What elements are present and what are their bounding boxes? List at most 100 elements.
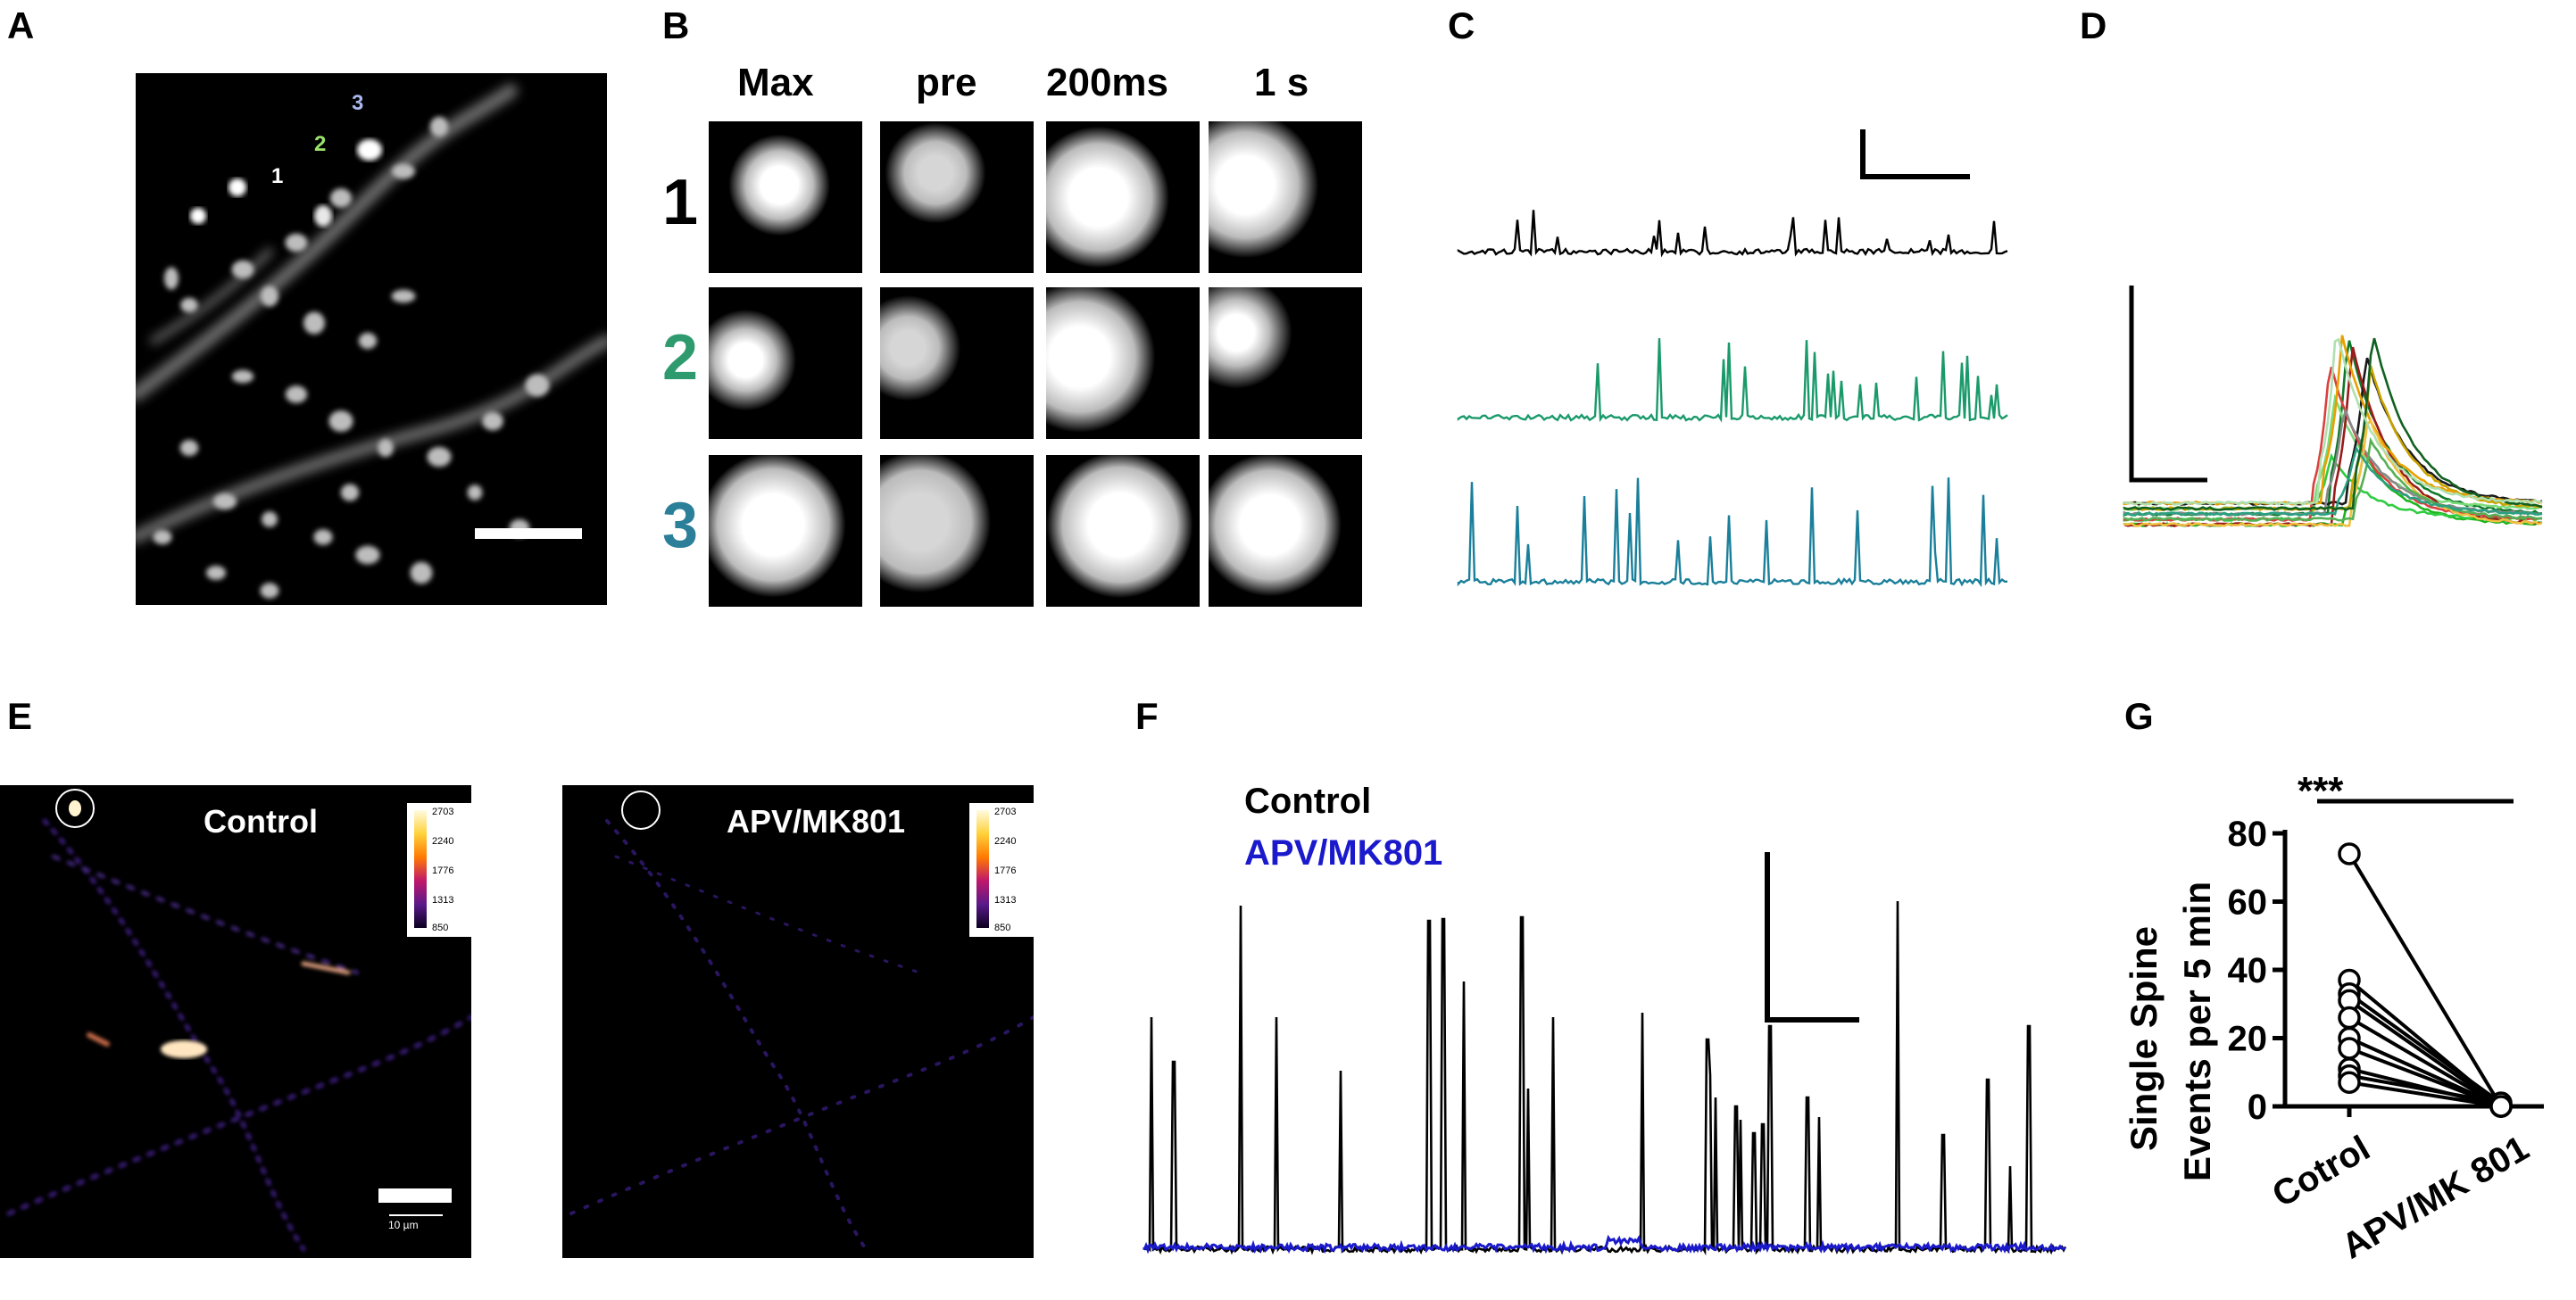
spine-head: [231, 260, 254, 279]
spine-tile: [1046, 121, 1200, 273]
spine-traces: [1457, 129, 2008, 588]
event-trace: [2123, 445, 2543, 518]
spine-head: [378, 438, 394, 458]
spine-tile: [1046, 287, 1200, 439]
pair-line: [2348, 1073, 2502, 1105]
y-tick-label: 0: [2248, 1088, 2267, 1127]
control-heatmap-drawing: [6, 789, 471, 1252]
event-trace: [2123, 393, 2543, 511]
scale-bar: [378, 1188, 452, 1203]
event-trace: [2123, 337, 2543, 506]
spine-tile: [709, 287, 862, 439]
scale-bar: [1860, 129, 1970, 179]
spine-head: [525, 374, 550, 397]
spine-head: [427, 446, 452, 468]
colorbar-tick: 2703: [432, 807, 454, 817]
spine-head: [328, 410, 353, 432]
spine-head: [355, 545, 380, 565]
spine-tile: [880, 455, 1034, 607]
y-tick-label: 80: [2228, 815, 2268, 854]
spine-tile: [1209, 287, 1362, 439]
scale-bar-label: 10 µm: [388, 1219, 419, 1231]
spine-head: [482, 411, 503, 431]
colorbar-tick: 1313: [432, 895, 454, 906]
spine-label-2: 2: [314, 132, 327, 156]
legend-apv-mk801: APV/MK801: [1244, 833, 1443, 873]
colorbar-tick: 2703: [994, 807, 1017, 817]
column-header-max: Max: [737, 61, 814, 104]
spine-tile: [880, 287, 1034, 439]
row-label-3: 3: [662, 490, 699, 561]
spine-label-1: 1: [271, 164, 284, 188]
control-heatmap: Control 10 µm 2703 2240 1776 1313 850: [0, 785, 471, 1258]
spine-head: [392, 163, 415, 179]
spine-head: [261, 286, 278, 307]
pair-line: [2347, 992, 2503, 1105]
dendrite-drawing: [136, 84, 607, 599]
spine-head: [410, 561, 433, 584]
spine-head: [429, 116, 449, 137]
panel-label-d: D: [2080, 4, 2107, 46]
control-trace: [1143, 900, 2067, 1256]
colorbar-tick: 2240: [994, 836, 1017, 847]
spine-head: [179, 439, 199, 457]
spine-head: [205, 566, 227, 580]
y-tick-label: 40: [2228, 951, 2268, 990]
y-tick-label: 60: [2228, 883, 2268, 923]
spine-head: [313, 529, 333, 545]
panel-label-c: C: [1448, 4, 1475, 46]
roi-circle: [621, 791, 661, 830]
control-label: Control: [204, 803, 318, 840]
spine-tile: [709, 121, 862, 273]
scale-bar: [1765, 852, 1859, 1023]
pair-line: [2347, 852, 2503, 1108]
colorbar-tick: 1313: [994, 895, 1017, 906]
apv-heatmap-drawing: [569, 791, 1034, 1251]
colorbar: 2703 2240 1776 1313 850: [969, 803, 1034, 937]
colorbar-gradient: [976, 810, 989, 928]
panel-label-f: F: [1135, 695, 1159, 737]
spine-tile: [1209, 455, 1362, 607]
column-header-200ms: 200ms: [1046, 61, 1169, 104]
event-trace: [2123, 436, 2543, 522]
spine-head: [358, 332, 378, 350]
colorbar-tick: 850: [994, 923, 1011, 933]
spine-tile: [709, 455, 862, 607]
spine-head: [285, 233, 308, 253]
panel-label-a: A: [7, 4, 35, 46]
spine-head: [231, 369, 254, 384]
data-point-control: [2338, 842, 2361, 865]
row-label-2: 2: [662, 322, 699, 393]
apv-mk801-trace: [1143, 1234, 2065, 1255]
spine-head: [163, 267, 179, 290]
event-trace: [2123, 365, 2543, 511]
data-point-apv: [2489, 1095, 2513, 1118]
calcium-trace: [1457, 338, 2008, 423]
dendrite-image: 1 2 3: [136, 73, 607, 605]
panel-label-b: B: [662, 4, 690, 46]
overlaid-event-traces: [2123, 286, 2543, 527]
calcium-trace: [1457, 477, 2007, 588]
spine-head: [467, 484, 483, 501]
pair-line: [2348, 1081, 2502, 1108]
spine-label-3: 3: [352, 91, 364, 115]
colorbar-tick: 1776: [994, 865, 1017, 876]
apv-mk801-heatmap: APV/MK801 2703 2240 1776 1313 850: [562, 785, 1034, 1258]
row-label-1: 1: [662, 167, 699, 238]
spine-head: [285, 385, 308, 403]
spine-head: [329, 188, 353, 208]
spine-tile: [1209, 121, 1362, 273]
colorbar-tick: 2240: [432, 836, 454, 847]
spine-head: [153, 529, 172, 545]
data-point-control: [2338, 1037, 2361, 1060]
panel-label-g: G: [2124, 695, 2154, 737]
column-header-pre: pre: [916, 61, 977, 104]
panel-label-e: E: [7, 695, 33, 737]
data-point-control: [2338, 1071, 2361, 1094]
x-category-label: Cotrol: [2266, 1129, 2377, 1215]
column-header-1s: 1 s: [1254, 61, 1309, 104]
spine-head: [260, 583, 279, 599]
significance-marker: ***: [2298, 769, 2344, 813]
data-point-control: [2338, 1006, 2361, 1030]
